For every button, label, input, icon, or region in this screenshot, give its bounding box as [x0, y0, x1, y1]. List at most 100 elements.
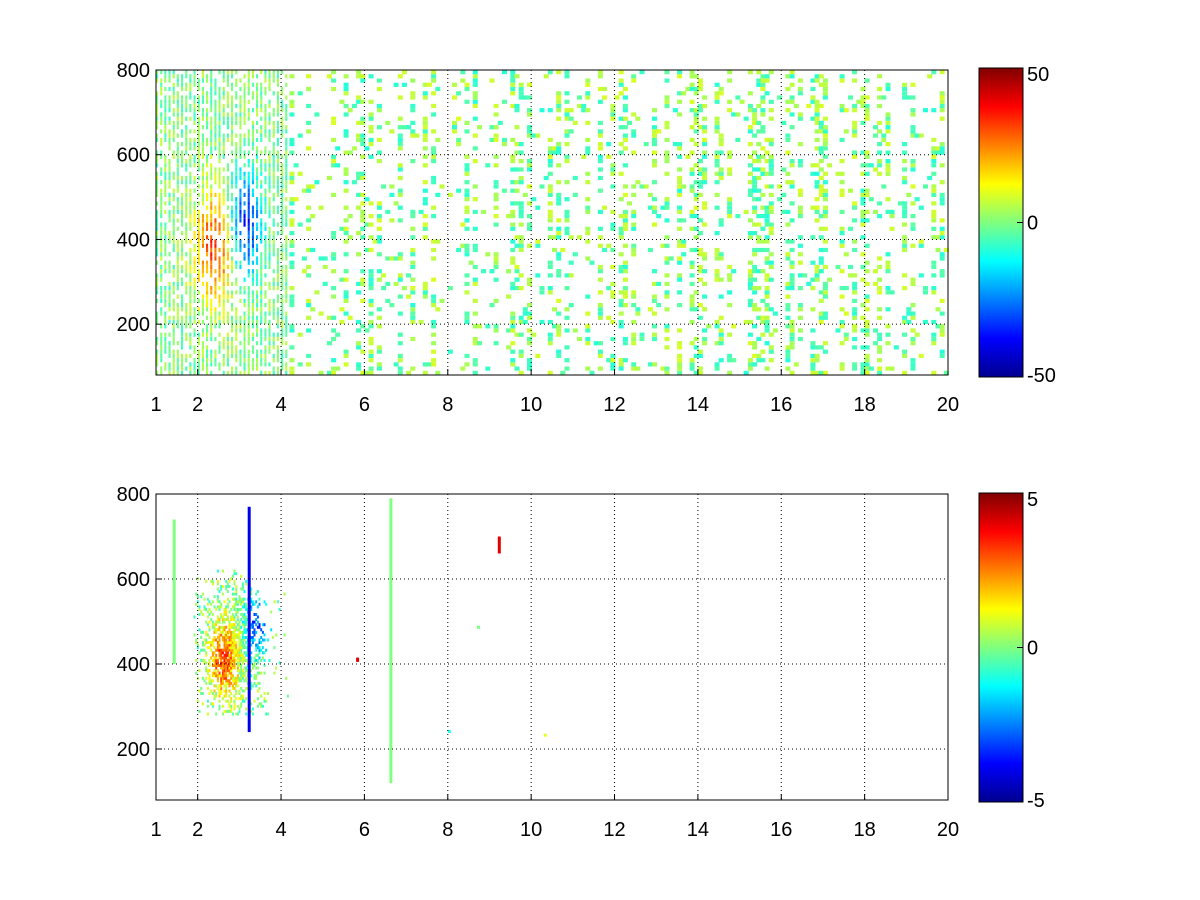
x-tick-label: 18: [854, 819, 876, 841]
heatmap-cell: [510, 70, 516, 75]
heatmap-cell: [281, 116, 284, 121]
heatmap-cell: [251, 159, 254, 164]
heatmap-cell: [231, 684, 234, 688]
heatmap-cell: [272, 345, 275, 350]
heatmap-cell: [677, 303, 683, 308]
heatmap-cell: [208, 692, 211, 695]
heatmap-cell: [431, 239, 437, 244]
heatmap-cell: [206, 192, 209, 197]
heatmap-cell: [885, 286, 891, 291]
heatmap-cell: [677, 205, 683, 210]
heatmap-cell: [264, 78, 267, 83]
heatmap-cell: [233, 638, 236, 642]
heatmap-cell: [218, 651, 221, 655]
heatmap-cell: [839, 324, 845, 329]
heatmap-cell: [233, 646, 236, 650]
heatmap-cell: [376, 362, 382, 367]
heatmap-cell: [243, 324, 246, 329]
heatmap-cell: [322, 256, 328, 261]
heatmap-cell: [747, 332, 753, 337]
heatmap-cell: [168, 201, 171, 206]
heatmap-cell: [697, 86, 703, 92]
heatmap-cell: [206, 602, 209, 606]
heatmap-cell: [747, 362, 753, 367]
heatmap-cell: [215, 656, 218, 660]
heatmap-cell: [251, 349, 254, 354]
heatmap-cell: [228, 658, 231, 662]
heatmap-cell: [522, 95, 528, 100]
heatmap-cell: [622, 95, 628, 100]
heatmap-cell: [677, 353, 683, 358]
heatmap-cell: [272, 277, 275, 282]
heatmap-cell: [910, 362, 916, 367]
heatmap-cell: [410, 260, 416, 265]
heatmap-cell: [206, 332, 209, 337]
heatmap-cell: [331, 159, 337, 164]
heatmap-cell: [314, 112, 320, 117]
heatmap-cell: [810, 116, 816, 121]
heatmap-cell: [208, 661, 211, 665]
heatmap-cell: [235, 332, 238, 337]
heatmap-cell: [289, 197, 295, 202]
heatmap-cell: [164, 235, 167, 240]
heatmap-cell: [852, 154, 858, 159]
heatmap-cell: [235, 607, 238, 611]
heatmap-cell: [410, 91, 416, 96]
heatmap-cell: [235, 636, 238, 639]
heatmap-cell: [214, 307, 217, 312]
heatmap-cell: [206, 687, 209, 690]
heatmap-cell: [702, 201, 708, 206]
heatmap-cell: [756, 239, 762, 244]
heatmap-cell: [360, 171, 366, 176]
heatmap-cell: [439, 184, 445, 189]
heatmap-cell: [238, 707, 241, 711]
heatmap-cell: [268, 658, 271, 662]
heatmap-cell: [218, 231, 221, 236]
heatmap-cell: [195, 641, 198, 644]
heatmap-cell: [239, 205, 242, 210]
heatmap-cell: [401, 82, 407, 87]
heatmap-cell: [410, 159, 416, 164]
heatmap-cell: [206, 137, 209, 142]
heatmap-cell: [230, 653, 233, 657]
heatmap-cell: [221, 615, 224, 619]
heatmap-cell: [243, 290, 246, 295]
heatmap-cell: [235, 78, 238, 83]
heatmap-cell: [203, 597, 206, 601]
heatmap-cell: [376, 103, 382, 109]
heatmap-cell: [276, 349, 279, 354]
heatmap-cell: [281, 226, 284, 231]
heatmap-cell: [268, 159, 271, 164]
heatmap-cell: [835, 328, 841, 333]
heatmap-cell: [472, 99, 478, 104]
heatmap-cell: [693, 370, 699, 375]
heatmap-cell: [193, 214, 196, 219]
bottom-colorbar-ticks: 50-5: [1017, 489, 1045, 812]
heatmap-cell: [181, 231, 184, 236]
heatmap-cell: [731, 358, 737, 363]
heatmap-cell: [714, 154, 720, 159]
heatmap-cell: [493, 133, 499, 138]
heatmap-cell: [472, 336, 478, 342]
heatmap-cell: [810, 328, 816, 333]
heatmap-cell: [240, 674, 243, 678]
heatmap-cell: [272, 286, 275, 291]
heatmap-cell: [281, 269, 284, 274]
heatmap-cell: [235, 328, 238, 333]
heatmap-cell: [360, 137, 366, 142]
heatmap-cell: [243, 674, 246, 678]
heatmap-cell: [256, 201, 259, 206]
heatmap-cell: [189, 154, 192, 159]
heatmap-cell: [910, 112, 916, 117]
heatmap-cell: [243, 689, 246, 693]
heatmap-cell: [233, 630, 236, 634]
heatmap-cell: [200, 687, 203, 690]
heatmap-cell: [860, 328, 866, 333]
heatmap-cell: [622, 184, 628, 189]
heatmap-cell: [285, 349, 288, 354]
heatmap-cell: [397, 294, 403, 299]
heatmap-cell: [864, 362, 870, 367]
heatmap-cell: [714, 366, 720, 371]
heatmap-cell: [285, 222, 288, 227]
heatmap-cell: [756, 120, 762, 125]
